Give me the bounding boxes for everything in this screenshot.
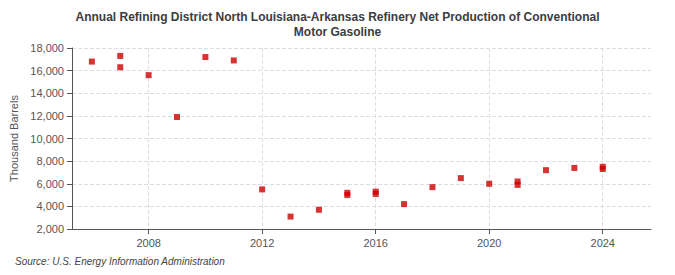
svg-text:Motor Gasoline: Motor Gasoline — [294, 25, 382, 39]
svg-text:2016: 2016 — [363, 237, 387, 249]
svg-text:4,000: 4,000 — [36, 200, 64, 212]
svg-text:16,000: 16,000 — [30, 65, 64, 77]
svg-text:2008: 2008 — [136, 237, 160, 249]
svg-text:Source: U.S. Energy Informatio: Source: U.S. Energy Information Administ… — [15, 256, 225, 267]
svg-text:2024: 2024 — [591, 237, 615, 249]
svg-text:14,000: 14,000 — [30, 87, 64, 99]
svg-text:2012: 2012 — [250, 237, 274, 249]
svg-text:8,000: 8,000 — [36, 155, 64, 167]
svg-text:6,000: 6,000 — [36, 178, 64, 190]
svg-text:10,000: 10,000 — [30, 133, 64, 145]
svg-text:2,000: 2,000 — [36, 223, 64, 235]
svg-text:18,000: 18,000 — [30, 42, 64, 54]
svg-text:2020: 2020 — [477, 237, 501, 249]
svg-text:Annual Refining District North: Annual Refining District North Louisiana… — [75, 10, 599, 24]
svg-text:12,000: 12,000 — [30, 110, 64, 122]
svg-text:Thousand Barrels: Thousand Barrels — [8, 95, 20, 182]
